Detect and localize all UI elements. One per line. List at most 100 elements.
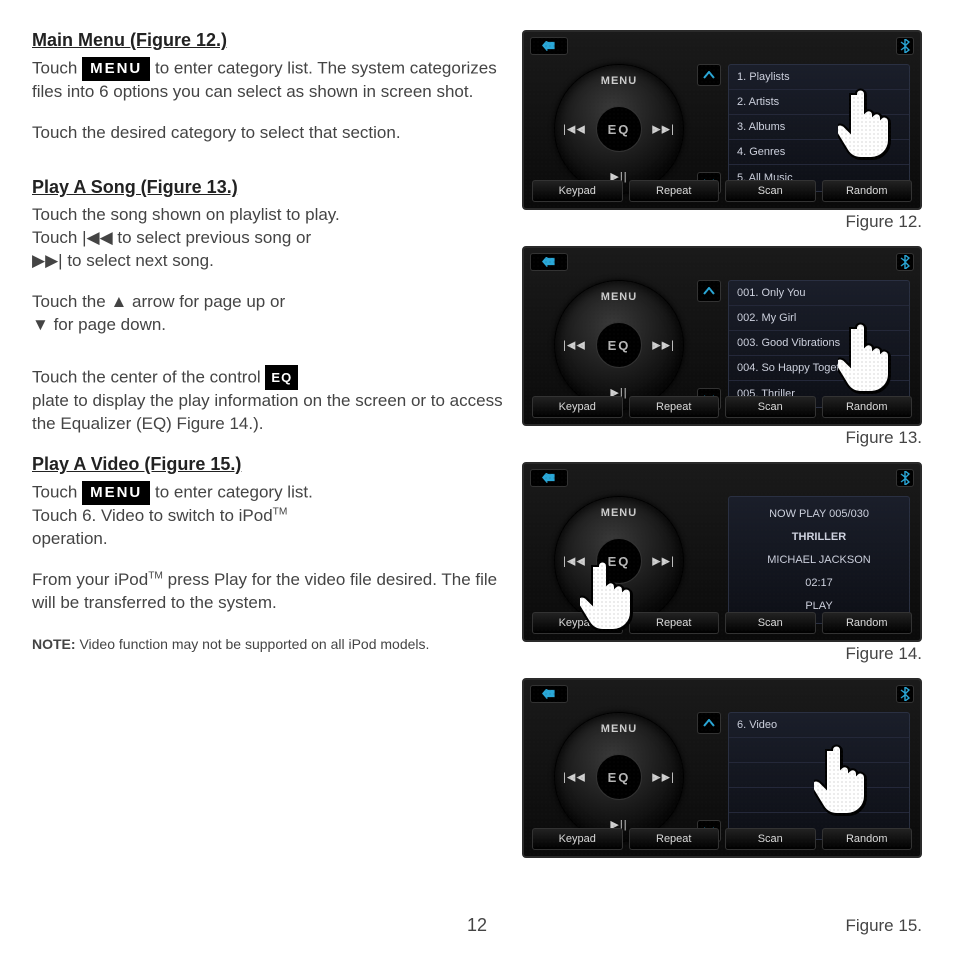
text: Touch — [32, 228, 82, 247]
wheel-prev-label[interactable]: |◀◀ — [563, 771, 586, 784]
wheel-menu-label[interactable]: MENU — [601, 291, 637, 303]
menu-chip: MENU — [82, 57, 150, 81]
wheel-next-label[interactable]: ▶▶| — [652, 555, 675, 568]
page-arrows — [696, 64, 722, 194]
note-text: Video function may not be supported on a… — [79, 636, 429, 652]
scan-button[interactable]: Scan — [725, 612, 816, 634]
wheel-prev-label[interactable]: |◀◀ — [563, 123, 586, 136]
wheel-next-label[interactable]: ▶▶| — [652, 771, 675, 784]
list-item[interactable]: 1. Playlists — [729, 65, 909, 90]
text: Touch the center of the control — [32, 367, 265, 386]
text: Touch the — [32, 292, 110, 311]
eq-chip: EQ — [265, 365, 298, 391]
repeat-button[interactable]: Repeat — [629, 828, 720, 850]
page-number: 12 — [467, 915, 487, 936]
text: Touch 6. Video to switch to iPod — [32, 506, 273, 525]
bluetooth-icon — [900, 39, 910, 53]
random-button[interactable]: Random — [822, 612, 913, 634]
instructions-column: Main Menu (Figure 12.) Touch MENU to ent… — [32, 30, 512, 656]
page-up-button[interactable] — [697, 64, 721, 86]
page-arrows — [696, 712, 722, 842]
figure-14: MENU |◀◀ ▶▶| ▶|| EQ NOW PLAY 005/030 THR… — [522, 462, 922, 664]
text: plate to display the play information on… — [32, 391, 503, 433]
bottom-button-bar: Keypad Repeat Scan Random — [532, 828, 912, 850]
text: From your iPod — [32, 570, 148, 589]
figure-13: MENU |◀◀ ▶▶| ▶|| EQ 001. Only You 002. M… — [522, 246, 922, 448]
random-button[interactable]: Random — [822, 396, 913, 418]
random-button[interactable]: Random — [822, 180, 913, 202]
now-playing-time: 02:17 — [805, 577, 833, 589]
back-button[interactable] — [530, 469, 568, 487]
wheel-prev-label[interactable]: |◀◀ — [563, 339, 586, 352]
back-arrow-icon — [540, 41, 558, 51]
tap-hand-icon — [838, 322, 898, 394]
text: to select previous song or — [117, 228, 311, 247]
keypad-button[interactable]: Keypad — [532, 828, 623, 850]
wheel-menu-label[interactable]: MENU — [601, 723, 637, 735]
figure-caption: Figure 15. — [845, 916, 922, 936]
paragraph: Touch the ▲ arrow for page up or ▼ for p… — [32, 291, 512, 337]
prev-track-icon: |◀◀ — [82, 228, 113, 247]
text: arrow for page up or — [132, 292, 285, 311]
bluetooth-icon — [900, 471, 910, 485]
now-playing-artist: MICHAEL JACKSON — [767, 554, 871, 566]
wheel-eq-hub[interactable]: EQ — [596, 322, 642, 368]
list-item[interactable]: 6. Video — [729, 713, 909, 738]
repeat-button[interactable]: Repeat — [629, 396, 720, 418]
bluetooth-button[interactable] — [896, 685, 914, 703]
wheel-menu-label[interactable]: MENU — [601, 75, 637, 87]
wheel-next-label[interactable]: ▶▶| — [652, 339, 675, 352]
scan-button[interactable]: Scan — [725, 828, 816, 850]
list-item[interactable]: 001. Only You — [729, 281, 909, 306]
bottom-button-bar: Keypad Repeat Scan Random — [532, 180, 912, 202]
wheel-menu-label[interactable]: MENU — [601, 507, 637, 519]
up-arrow-icon: ▲ — [110, 292, 127, 311]
paragraph: Touch the song shown on playlist to play… — [32, 204, 512, 273]
text: for page down. — [54, 315, 166, 334]
section-title-main-menu: Main Menu (Figure 12.) — [32, 30, 512, 51]
bluetooth-button[interactable] — [896, 469, 914, 487]
page-up-button[interactable] — [697, 712, 721, 734]
text: Touch the song shown on playlist to play… — [32, 205, 340, 224]
wheel-eq-hub[interactable]: EQ — [596, 754, 642, 800]
wheel-eq-hub[interactable]: EQ — [596, 106, 642, 152]
paragraph: Touch MENU to enter category list. Touch… — [32, 481, 512, 551]
paragraph: Touch the desired category to select tha… — [32, 122, 512, 145]
chevron-up-icon — [703, 71, 715, 79]
bluetooth-button[interactable] — [896, 37, 914, 55]
random-button[interactable]: Random — [822, 828, 913, 850]
text: operation. — [32, 529, 108, 548]
next-track-icon: ▶▶| — [32, 251, 63, 270]
repeat-button[interactable]: Repeat — [629, 612, 720, 634]
device-screenshot: MENU |◀◀ ▶▶| ▶|| EQ 6. Video Keypad Repe… — [522, 678, 922, 858]
figure-15: MENU |◀◀ ▶▶| ▶|| EQ 6. Video Keypad Repe… — [522, 678, 922, 858]
repeat-button[interactable]: Repeat — [629, 180, 720, 202]
back-arrow-icon — [540, 473, 558, 483]
text: to select next song. — [67, 251, 213, 270]
tap-hand-icon — [580, 560, 640, 632]
control-wheel[interactable]: MENU |◀◀ ▶▶| ▶|| EQ — [554, 64, 684, 194]
paragraph: From your iPodTM press Play for the vide… — [32, 569, 512, 615]
paragraph: Touch the center of the control EQ plate… — [32, 365, 512, 436]
back-button[interactable] — [530, 685, 568, 703]
bottom-button-bar: Keypad Repeat Scan Random — [532, 396, 912, 418]
tap-hand-icon — [838, 88, 898, 160]
keypad-button[interactable]: Keypad — [532, 180, 623, 202]
figures-column: MENU |◀◀ ▶▶| ▶|| EQ 1. Playlists 2. Arti… — [522, 30, 922, 858]
bluetooth-button[interactable] — [896, 253, 914, 271]
page-up-button[interactable] — [697, 280, 721, 302]
control-wheel[interactable]: MENU |◀◀ ▶▶| ▶|| EQ — [554, 280, 684, 410]
scan-button[interactable]: Scan — [725, 180, 816, 202]
back-button[interactable] — [530, 253, 568, 271]
figure-caption: Figure 13. — [522, 428, 922, 448]
wheel-next-label[interactable]: ▶▶| — [652, 123, 675, 136]
chevron-up-icon — [703, 719, 715, 727]
keypad-button[interactable]: Keypad — [532, 396, 623, 418]
trademark-icon: TM — [273, 507, 288, 518]
control-wheel[interactable]: MENU |◀◀ ▶▶| ▶|| EQ — [554, 712, 684, 842]
figure-12: MENU |◀◀ ▶▶| ▶|| EQ 1. Playlists 2. Arti… — [522, 30, 922, 232]
back-button[interactable] — [530, 37, 568, 55]
now-playing-title: THRILLER — [792, 531, 846, 543]
scan-button[interactable]: Scan — [725, 396, 816, 418]
figure-caption: Figure 14. — [522, 644, 922, 664]
